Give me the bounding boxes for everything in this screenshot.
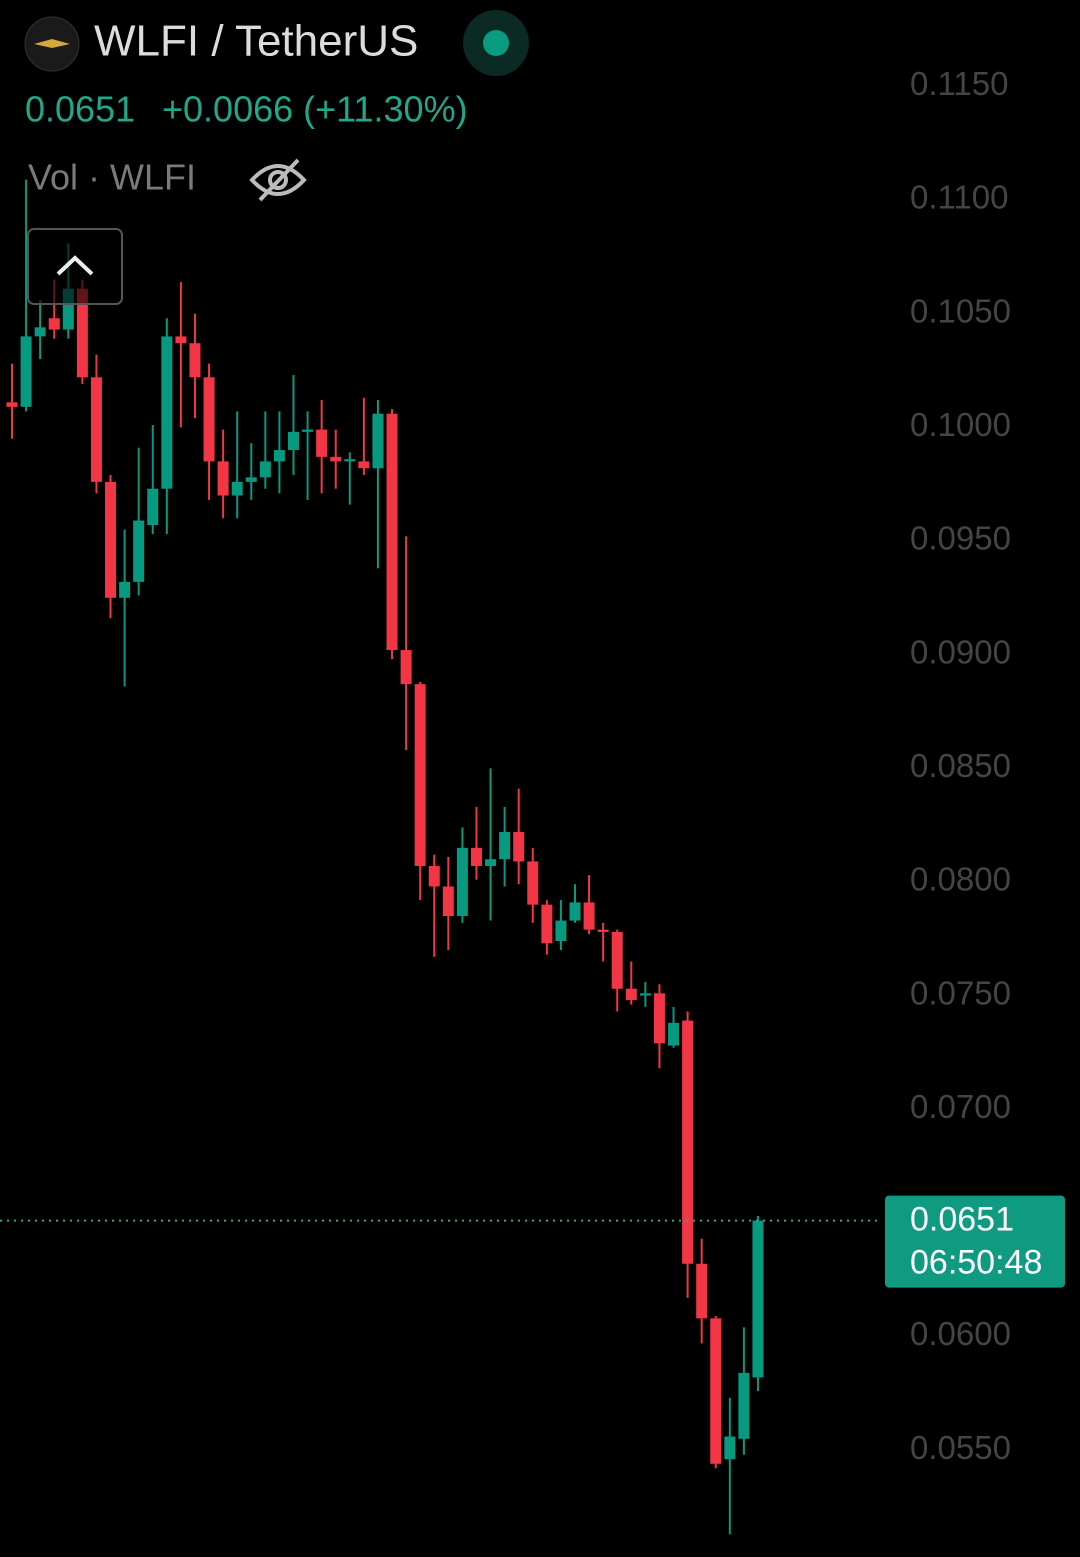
- candle-body: [189, 343, 201, 378]
- candle-body: [175, 336, 187, 344]
- candle-body: [682, 1020, 694, 1264]
- y-tick-label: 0.0550: [910, 1429, 1011, 1466]
- candle-body: [569, 902, 581, 921]
- symbol: WLFI / TetherUS: [94, 17, 418, 66]
- overlay: WLFI / TetherUS 0.0651 +0.0066 (+11.30%)…: [24, 10, 529, 305]
- candle-body: [456, 847, 468, 917]
- candle-body: [6, 402, 18, 407]
- candle-body: [724, 1436, 736, 1460]
- plot: 0.0550 0.0600 0.0700 0.0750 0.0800 0.0850 0.09…: [0, 65, 1065, 1535]
- y-tick-label: 0.0800: [910, 861, 1011, 898]
- candle-body: [513, 831, 525, 862]
- candle-body: [62, 288, 74, 330]
- y-tick-label: 0.0900: [910, 633, 1011, 670]
- candle-body: [147, 488, 159, 526]
- last-price-label: 0.0651: [910, 1201, 1014, 1239]
- y-tick-label: 0.0700: [910, 1088, 1011, 1125]
- candle-body: [696, 1263, 708, 1319]
- collapse-button[interactable]: [27, 228, 123, 305]
- hide-volume-icon[interactable]: [249, 158, 307, 202]
- candle-body: [499, 831, 511, 860]
- candle-body: [133, 520, 145, 582]
- candle-body: [555, 920, 567, 942]
- candle-body: [231, 481, 243, 496]
- countdown-label: 06:50:48: [910, 1244, 1042, 1282]
- candle-body: [611, 931, 623, 989]
- candle-body: [625, 988, 637, 1001]
- candle-body: [288, 431, 299, 451]
- candle-body: [485, 859, 497, 867]
- candle-body: [710, 1318, 722, 1464]
- y-tick-label: 0.0950: [910, 520, 1011, 557]
- candle-body: [414, 684, 426, 867]
- candle-body: [217, 461, 229, 496]
- candle-body: [470, 847, 482, 867]
- candle-body: [442, 886, 454, 917]
- candle-body: [20, 336, 32, 407]
- candle-body: [344, 459, 356, 462]
- candle-body: [668, 1022, 680, 1046]
- candle-body: [330, 456, 342, 462]
- y-tick-label: 0.0850: [910, 747, 1011, 784]
- last-price-box: [885, 1195, 1065, 1288]
- candle-body: [245, 477, 257, 482]
- candle-body: [76, 288, 88, 378]
- y-tick-label: 0.1150: [910, 65, 1008, 102]
- price-change: +0.0066 (+11.30%): [162, 89, 468, 130]
- candle-body: [119, 581, 131, 598]
- candle-body: [386, 413, 398, 651]
- collapse-chevron: [56, 255, 94, 276]
- y-tick-label: 0.1100: [910, 179, 1008, 216]
- candle-body: [527, 861, 539, 905]
- candle-body: [653, 993, 665, 1044]
- candle-body: [738, 1372, 750, 1439]
- candle-body: [428, 866, 440, 887]
- candle-body: [90, 377, 102, 482]
- y-tick-label: 0.1000: [910, 406, 1011, 443]
- coin-logo-mark: [34, 39, 70, 48]
- volume-label: Vol · WLFI: [28, 157, 196, 198]
- candle-body: [273, 450, 285, 462]
- candle-body: [316, 429, 328, 457]
- y-tick-label: 0.0750: [910, 974, 1011, 1011]
- candle-body: [597, 929, 609, 932]
- candle-body: [541, 904, 553, 944]
- candle-body: [34, 327, 46, 337]
- candle-body: [372, 413, 384, 469]
- candle-body: [400, 650, 412, 685]
- y-tick-label: 0.0600: [910, 1315, 1011, 1352]
- candle-body: [752, 1220, 764, 1378]
- candle-body: [161, 336, 173, 489]
- candle-body: [302, 429, 314, 432]
- candle-body: [48, 318, 60, 330]
- y-tick-label: 0.1050: [910, 292, 1011, 329]
- candle-body: [358, 461, 370, 469]
- candle-body: [583, 902, 595, 930]
- candle-body: [105, 481, 117, 598]
- candle-body: [259, 461, 271, 478]
- price: 0.0651: [25, 89, 135, 130]
- candle-body: [639, 993, 651, 996]
- candle-body: [203, 377, 215, 462]
- status-dot: [483, 30, 509, 56]
